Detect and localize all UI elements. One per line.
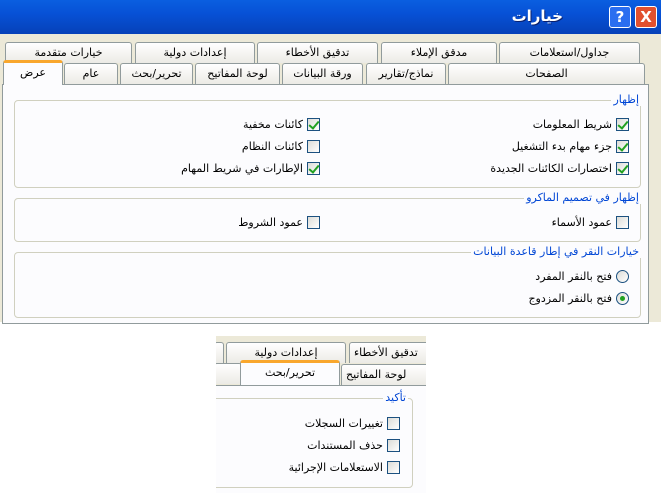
macro-group bbox=[14, 198, 641, 242]
click-group bbox=[14, 252, 641, 318]
inset-tab-international[interactable]: إعدادات دولية bbox=[226, 342, 346, 363]
tab-edit-find[interactable]: تحرير/بحث bbox=[120, 63, 193, 84]
option-double-click[interactable]: فتح بالنقر المزدوج bbox=[528, 292, 629, 305]
click-legend: خيارات النقر في إطار قاعدة البيانات bbox=[471, 245, 641, 258]
option-startup-task-pane[interactable]: جزء مهام بدء التشغيل bbox=[512, 140, 629, 153]
option-system-objects[interactable]: كائنات النظام bbox=[242, 140, 320, 153]
tab-keyboard[interactable]: لوحة المفاتيح bbox=[195, 63, 280, 84]
inset-tab-keyboard[interactable]: لوحة المفاتيح bbox=[341, 364, 426, 385]
label: اختصارات الكائنات الجديدة bbox=[490, 162, 612, 175]
option-names-column[interactable]: عمود الأسماء bbox=[552, 216, 629, 229]
label: عمود الشروط bbox=[238, 216, 303, 229]
radio[interactable] bbox=[616, 292, 629, 305]
option-conditions-column[interactable]: عمود الشروط bbox=[238, 216, 320, 229]
confirm-legend: تأكيد bbox=[383, 391, 408, 404]
option-record-changes[interactable]: تغييرات السجلات bbox=[305, 417, 400, 430]
window-title: خيارات bbox=[511, 7, 563, 25]
label: كائنات النظام bbox=[241, 140, 303, 153]
help-button[interactable]: ? bbox=[609, 6, 631, 28]
checkbox[interactable] bbox=[307, 162, 320, 175]
show-group bbox=[14, 100, 641, 188]
option-action-queries[interactable]: الاستعلامات الإجرائية bbox=[289, 461, 400, 474]
tab-error-checking[interactable]: تدقيق الأخطاء bbox=[257, 42, 378, 63]
tab-view[interactable]: عرض bbox=[3, 60, 63, 85]
inset-tab-error-checking[interactable]: تدقيق الأخطاء bbox=[349, 342, 426, 363]
checkbox[interactable] bbox=[616, 118, 629, 131]
close-button[interactable]: X bbox=[635, 6, 657, 28]
checkbox[interactable] bbox=[307, 140, 320, 153]
checkbox[interactable] bbox=[307, 216, 320, 229]
title-bar bbox=[0, 0, 661, 34]
label: جزء مهام بدء التشغيل bbox=[511, 140, 612, 153]
tab-partial[interactable] bbox=[216, 363, 242, 384]
checkbox[interactable] bbox=[616, 140, 629, 153]
show-legend: إظهار bbox=[611, 93, 641, 106]
tab-panel bbox=[2, 84, 649, 324]
tab-forms-reports[interactable]: نماذج/تقارير bbox=[366, 63, 446, 84]
option-single-click[interactable]: فتح بالنقر المفرد bbox=[535, 270, 629, 283]
option-info-bar[interactable]: شريط المعلومات bbox=[533, 118, 629, 131]
macro-legend: إظهار في تصميم الماكرو bbox=[524, 191, 641, 204]
inset-edit-find: إعدادات دولية تدقيق الأخطاء تحرير/بحث لو… bbox=[216, 336, 426, 493]
option-new-object-shortcuts[interactable]: اختصارات الكائنات الجديدة bbox=[490, 162, 629, 175]
tab-spelling[interactable]: مدقق الإملاء bbox=[381, 42, 497, 63]
tab-advanced[interactable]: خيارات متقدمة bbox=[5, 42, 132, 63]
label: الإطارات في شريط المهام bbox=[181, 162, 303, 175]
checkbox[interactable] bbox=[387, 417, 400, 430]
label: حذف المستندات bbox=[307, 439, 383, 452]
tab-international[interactable]: إعدادات دولية bbox=[135, 42, 255, 63]
checkbox[interactable] bbox=[616, 216, 629, 229]
label: عمود الأسماء bbox=[551, 216, 612, 229]
checkbox[interactable] bbox=[307, 118, 320, 131]
radio[interactable] bbox=[616, 270, 629, 283]
tab-general[interactable]: عام bbox=[64, 63, 118, 84]
option-windows-in-taskbar[interactable]: الإطارات في شريط المهام bbox=[181, 162, 320, 175]
checkbox[interactable] bbox=[616, 162, 629, 175]
label: الاستعلامات الإجرائية bbox=[288, 461, 383, 474]
label: فتح بالنقر المزدوج bbox=[528, 292, 612, 305]
label: فتح بالنقر المفرد bbox=[535, 270, 612, 283]
confirm-group bbox=[216, 398, 413, 488]
checkbox[interactable] bbox=[387, 461, 400, 474]
label: تغييرات السجلات bbox=[304, 417, 383, 430]
tab-partial[interactable] bbox=[216, 342, 224, 363]
checkbox[interactable] bbox=[387, 439, 400, 452]
label: كائنات مخفية bbox=[243, 118, 303, 131]
tab-datasheet[interactable]: ورقة البيانات bbox=[282, 63, 363, 84]
option-document-deletions[interactable]: حذف المستندات bbox=[307, 439, 400, 452]
label: شريط المعلومات bbox=[532, 118, 612, 131]
option-hidden-objects[interactable]: كائنات مخفية bbox=[243, 118, 320, 131]
tab-tables-queries[interactable]: جداول/استعلامات bbox=[499, 42, 640, 63]
tab-pages[interactable]: الصفحات bbox=[448, 63, 645, 84]
inset-tab-edit-find[interactable]: تحرير/بحث bbox=[240, 360, 340, 385]
